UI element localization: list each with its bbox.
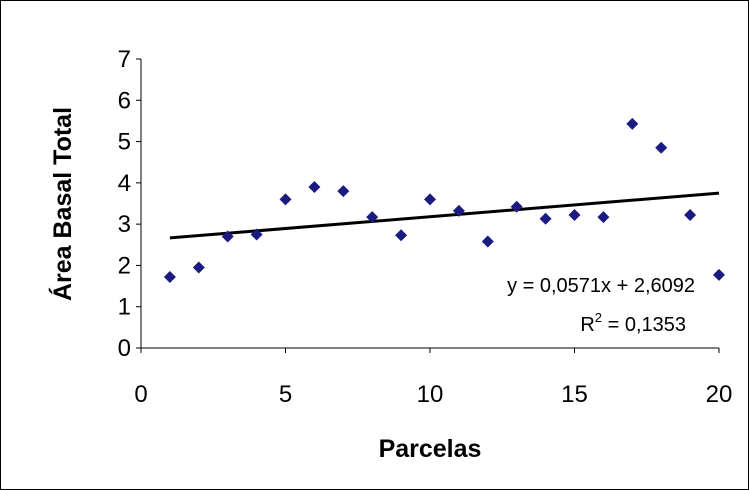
data-point [192, 261, 205, 274]
r2-value: = 0,1353 [602, 314, 686, 336]
y-tick-label: 5 [118, 129, 131, 156]
data-point [684, 209, 697, 222]
data-point [481, 235, 494, 248]
x-tick-label: 5 [279, 381, 292, 408]
x-axis-title: Parcelas [379, 435, 482, 463]
x-tick-label: 10 [417, 381, 444, 408]
y-tick-label: 2 [118, 252, 131, 279]
y-tick-label: 6 [118, 87, 131, 114]
trendline [169, 191, 720, 240]
data-point [452, 204, 465, 217]
data-point [539, 212, 552, 225]
data-point [395, 229, 408, 242]
data-point [626, 117, 639, 130]
data-point [221, 230, 234, 243]
x-axis-ticks: 0 5 10 15 20 [134, 348, 732, 408]
data-point [510, 200, 523, 213]
trendline-equation: y = 0,0571x + 2,6092 [507, 275, 695, 297]
r2-prefix: R [580, 314, 594, 336]
y-tick-label: 4 [118, 170, 131, 197]
x-tick-label: 15 [561, 381, 588, 408]
data-point [366, 211, 379, 224]
data-point [568, 209, 581, 222]
data-point [424, 193, 436, 206]
x-tick-label: 20 [706, 381, 733, 408]
data-point [279, 193, 292, 206]
y-axis-title: Área Basal Total [48, 107, 77, 301]
data-point [250, 228, 263, 241]
data-point [597, 211, 610, 224]
data-point [655, 141, 668, 154]
data-point [337, 185, 350, 198]
y-tick-label: 3 [118, 211, 131, 238]
x-tick-label: 0 [134, 381, 147, 408]
r2-superscript: 2 [595, 310, 602, 325]
y-tick-label: 0 [118, 335, 131, 362]
y-tick-label: 7 [118, 46, 131, 73]
data-point [713, 268, 725, 281]
trendline-r2: R2 = 0,1353 [580, 310, 686, 336]
data-point [308, 180, 321, 193]
data-point [163, 270, 176, 283]
data-points [163, 117, 725, 283]
y-axis-ticks: 0 1 2 3 4 5 6 7 [118, 46, 141, 362]
y-tick-label: 1 [118, 294, 131, 321]
